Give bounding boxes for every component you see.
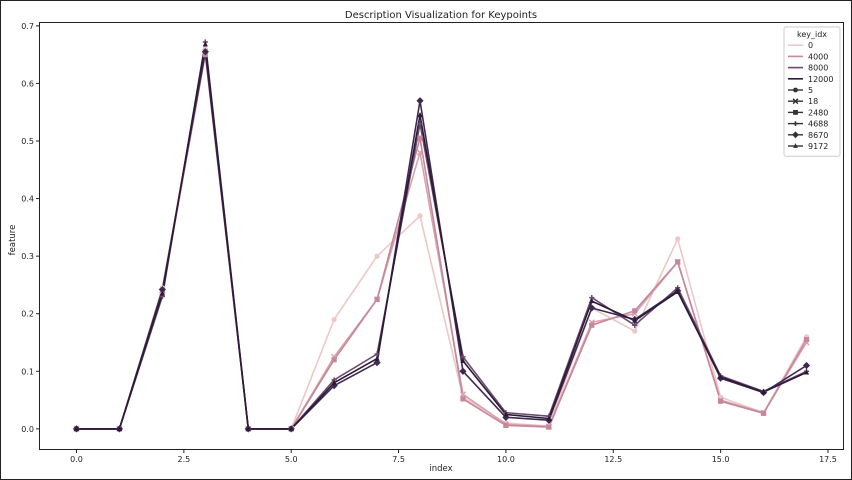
data-point [374,253,380,259]
data-point [503,422,509,428]
data-point [330,382,338,390]
data-point [718,373,724,380]
x-tick-label: 12.5 [604,455,622,464]
legend-entry: 5 [808,86,813,95]
data-point [632,308,638,314]
y-tick-label: 0.7 [21,22,34,31]
data-point [803,337,810,343]
data-point [632,322,638,328]
data-point [288,425,294,431]
data-point [459,391,467,398]
x-tick-label: 7.5 [392,455,405,464]
data-point [675,288,681,294]
legend-marker [793,143,798,148]
legend-entry: 8000 [808,64,828,73]
legend-entry: 12000 [808,75,833,84]
series-lines [76,41,808,430]
data-point [416,97,424,105]
legend-entry: 0 [808,41,813,50]
data-point [116,425,123,431]
legend: key_idx 0 4000 8000 12000 5 18 2480 4688 8670 9172 [783,26,841,157]
legend-marker [793,110,798,115]
data-point [417,213,423,219]
legend-marker [792,98,799,105]
data-point [374,355,380,361]
data-point [158,285,166,294]
legend-marker [793,87,798,93]
x-tick-label: 15.0 [712,455,730,464]
plot-area [39,22,844,450]
y-tick-label: 0.4 [21,195,34,204]
data-point [460,357,466,364]
data-point [331,357,337,363]
data-point [417,112,423,118]
series-markers [72,39,811,433]
data-point [675,259,681,265]
data-point [589,297,595,304]
data-point [201,48,209,56]
data-point [546,424,552,430]
data-point [416,149,424,156]
x-tick-label: 10.0 [497,455,515,464]
data-point [803,369,810,375]
legend-entry: 18 [808,97,818,106]
data-point [245,425,251,431]
data-point [802,361,811,370]
x-tick-label: 0.0 [70,455,83,464]
chart-title: Description Visualization for Keypoints [345,10,537,21]
x-axis-label: index [429,464,452,474]
legend-entry: 4000 [808,52,828,61]
data-point [632,317,638,323]
data-point [503,411,509,417]
y-tick-label: 0.2 [21,310,34,319]
series-markers-9172 [73,41,810,431]
data-point [718,398,724,404]
y-tick-label: 0.5 [21,137,34,146]
x-tick-label: 17.5 [819,455,837,464]
axis-ticks: 0.0 2.5 5.0 7.5 10.0 12.5 15.0 17.5 0.0 0.1 0.2 0.3… [21,22,837,464]
legend-marker [793,121,798,126]
data-point [417,135,423,141]
x-tick-label: 5.0 [285,455,298,464]
data-point [760,388,767,395]
legend-entry: 2480 [808,108,828,117]
data-point [589,322,595,328]
y-tick-label: 0.0 [21,425,34,434]
x-tick-label: 2.5 [177,455,190,464]
data-point [417,121,423,127]
legend-title: key_idx [797,30,827,39]
data-point [588,304,596,312]
legend-entry: 8670 [808,131,828,140]
y-tick-label: 0.1 [21,367,34,376]
y-tick-label: 0.3 [21,252,34,261]
legend-marker [792,131,799,139]
data-point [675,236,681,242]
data-point [202,41,208,47]
legend-entry: 9172 [808,142,828,151]
data-point [632,328,638,334]
data-point [374,296,380,302]
legend-entry: 4688 [808,120,828,129]
y-axis-label: feature [8,225,18,256]
data-point [331,379,337,385]
data-point [331,316,337,323]
data-point [373,359,381,367]
data-point [459,367,467,375]
series-line-9172 [76,43,807,430]
data-point [159,290,165,296]
data-point [546,415,552,421]
data-point [73,425,80,431]
y-tick-label: 0.6 [21,79,34,88]
data-point [760,410,767,416]
data-point [460,396,466,402]
